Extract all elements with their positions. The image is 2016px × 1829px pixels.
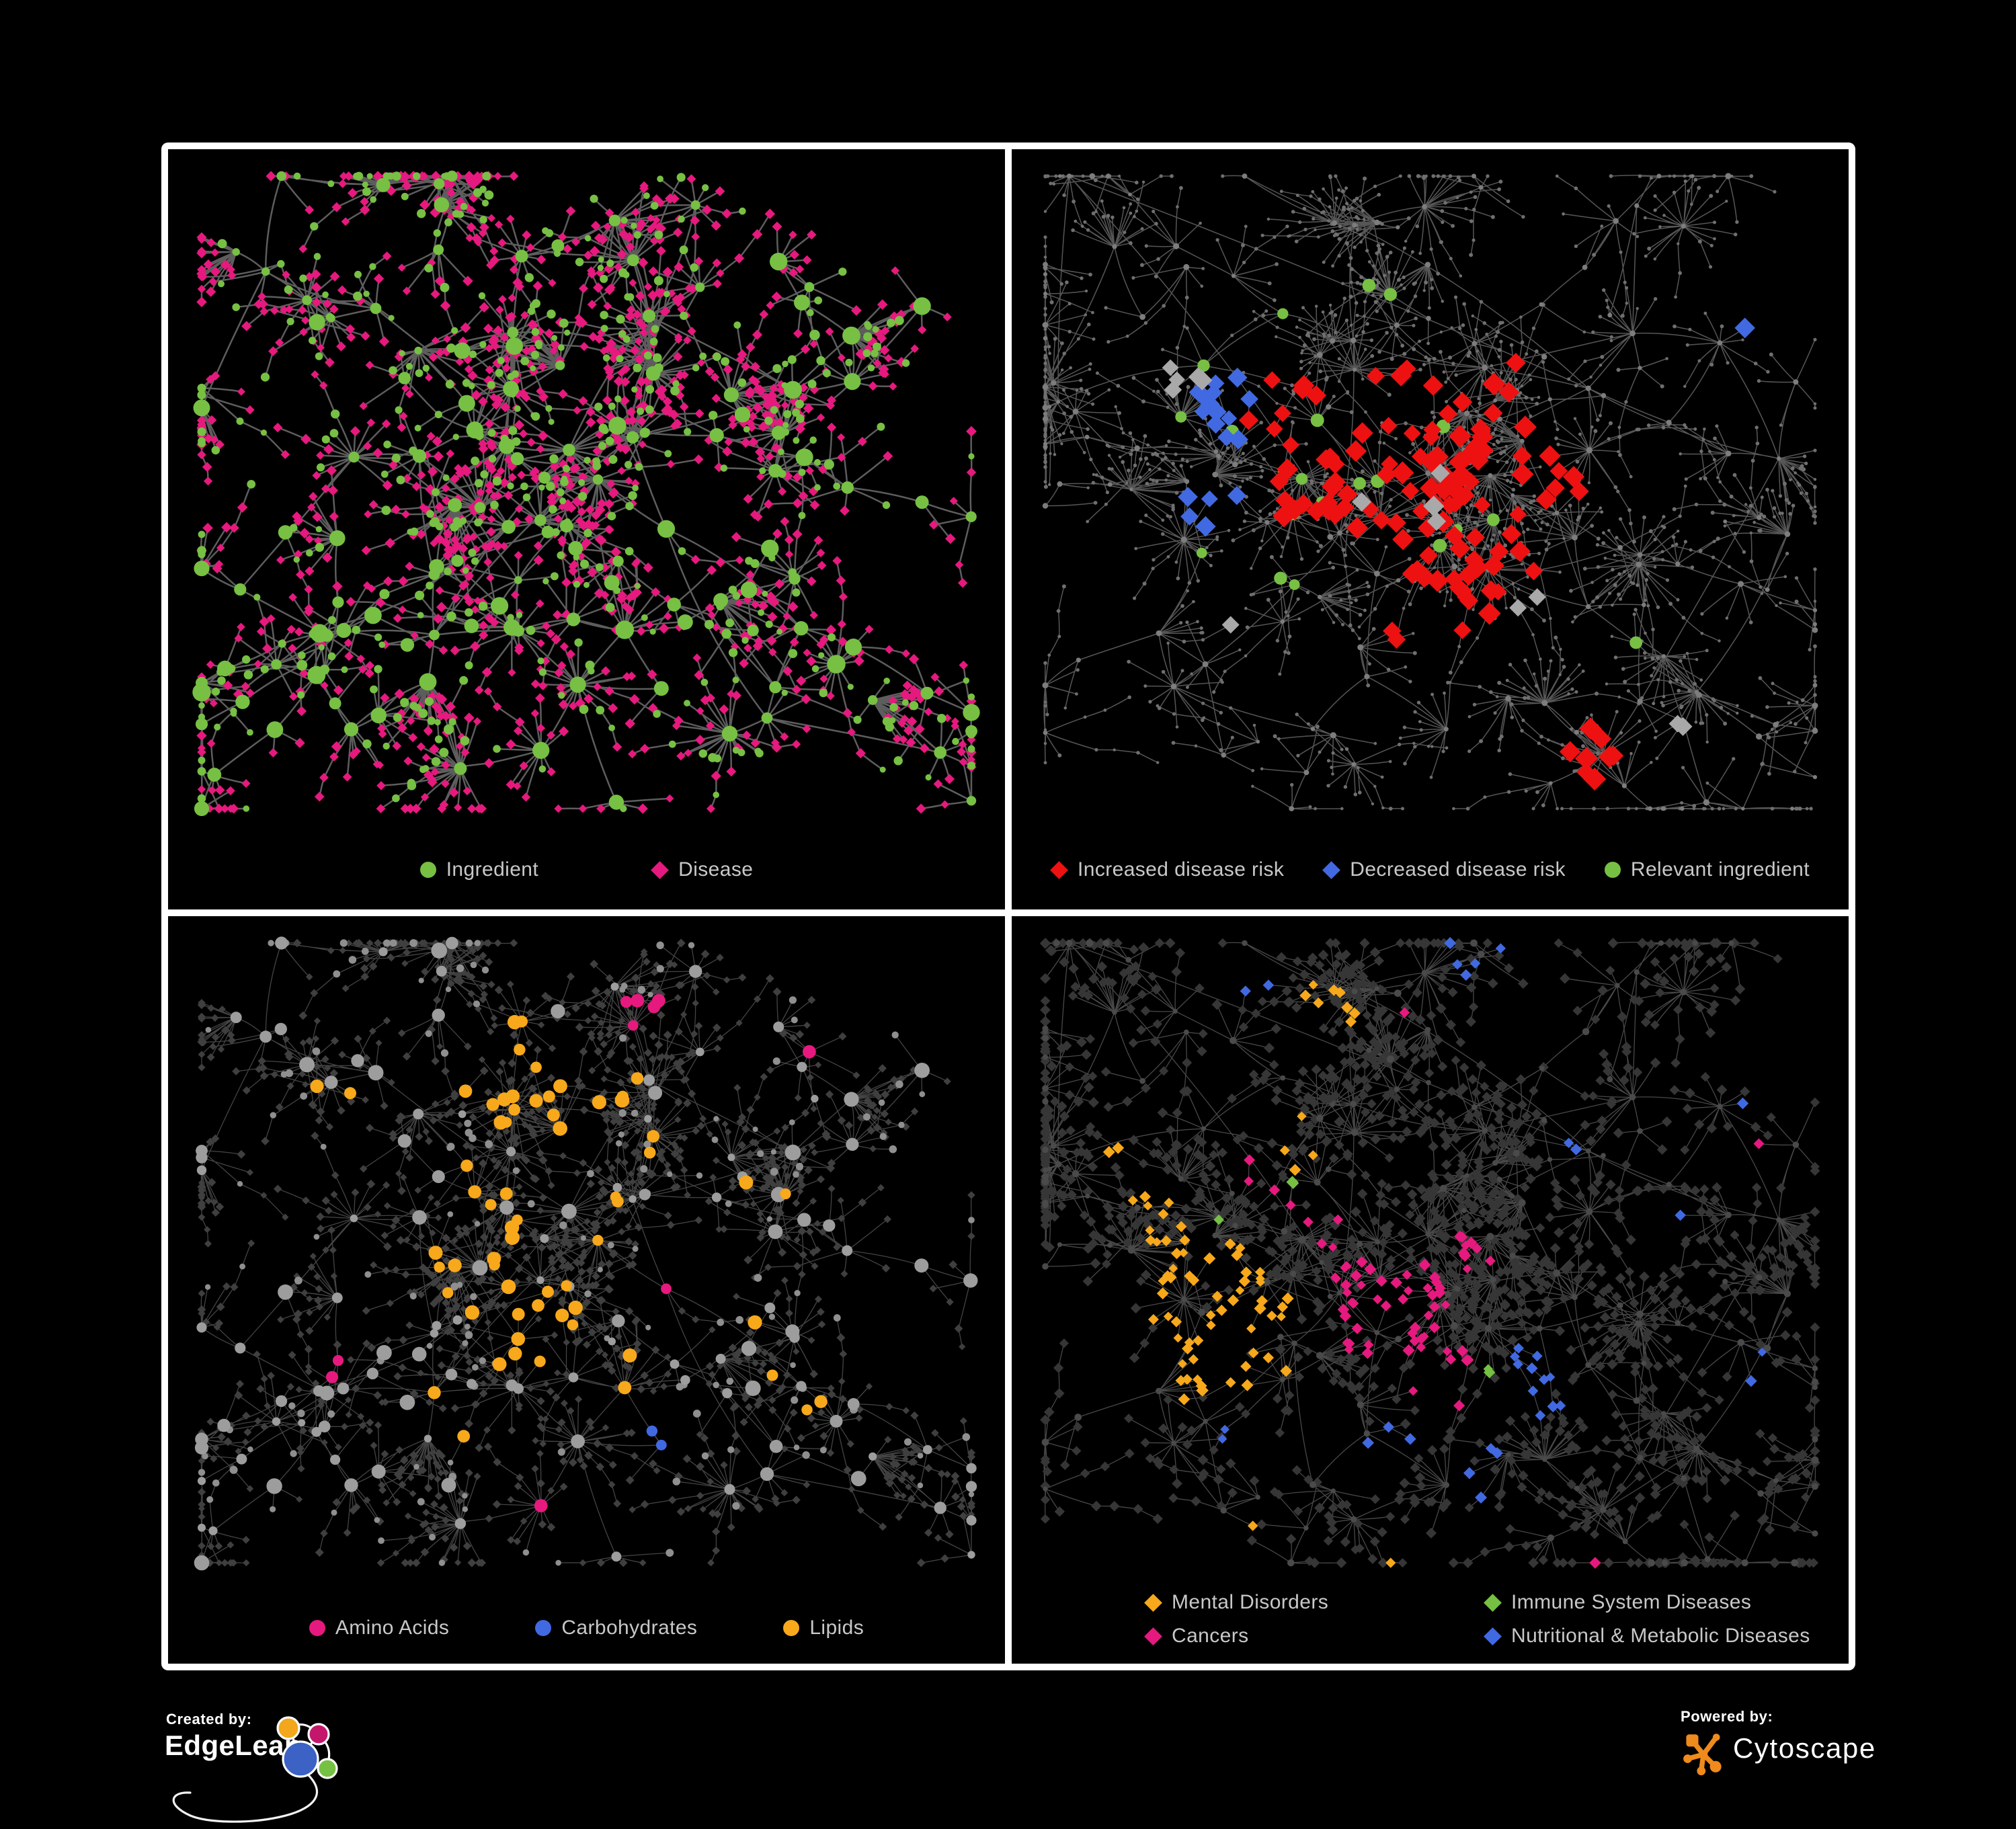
figure-grid: Ingredient Disease Increased disease risk… xyxy=(161,143,1855,1670)
disease-risk-network-graph xyxy=(1042,173,1818,811)
legend-row: Increased disease risk Decreased disease … xyxy=(1050,858,1810,881)
powered-by-credit: Powered by: Cytoscape xyxy=(1678,1708,1974,1802)
legend-label: Amino Acids xyxy=(335,1617,450,1639)
legend-item: Lipids xyxy=(783,1617,864,1639)
legend-label: Increased disease risk xyxy=(1078,858,1285,881)
legend-circle-icon xyxy=(1604,862,1621,878)
legend-item: Nutritional & Metabolic Diseases xyxy=(1484,1625,1810,1648)
legend-item: Ingredient xyxy=(419,858,539,881)
legend-label: Cancers xyxy=(1172,1625,1249,1647)
legend-item: Mental Disorders xyxy=(1144,1591,1329,1614)
legend-label: Relevant ingredient xyxy=(1630,858,1810,881)
legend-item: Decreased disease risk xyxy=(1322,858,1566,881)
legend-label: Disease xyxy=(678,858,754,881)
legend-item: Relevant ingredient xyxy=(1604,858,1810,881)
legend-item: Immune System Diseases xyxy=(1484,1591,1751,1614)
disease-class-network-graph xyxy=(1040,937,1820,1569)
nutrient-class-legend: Amino Acids Carbohydrates Lipids xyxy=(168,1617,1005,1639)
panel-ingredient-disease: Ingredient Disease xyxy=(168,149,1005,909)
legend-item: Carbohydrates xyxy=(535,1617,697,1639)
created-by-label: Created by: xyxy=(166,1711,252,1728)
ingredient-disease-network-graph xyxy=(192,170,980,817)
legend-row: Amino Acids Carbohydrates Lipids xyxy=(309,1617,864,1639)
legend-label: Immune System Diseases xyxy=(1511,1591,1752,1613)
legend-circle-icon xyxy=(783,1620,800,1636)
disease-class-legend: Mental Disorders Immune System Diseases Ca… xyxy=(1012,1591,1849,1648)
legend-circle-icon xyxy=(309,1620,325,1636)
panel-disease-risk: Increased disease risk Decreased disease … xyxy=(1012,149,1849,909)
legend-label: Mental Disorders xyxy=(1172,1591,1329,1613)
created-by-credit: Created by: EdgeLeap xyxy=(163,1711,479,1823)
powered-by-label: Powered by: xyxy=(1681,1708,1773,1725)
legend-item: Amino Acids xyxy=(309,1617,449,1639)
legend-row: Mental Disorders Immune System Diseases xyxy=(1144,1591,1751,1614)
panel-nutrient-class: Amino Acids Carbohydrates Lipids xyxy=(168,916,1005,1664)
legend-circle-icon xyxy=(535,1620,552,1636)
legend-diamond-icon xyxy=(1050,860,1068,879)
edgeleap-logo-icon xyxy=(276,1716,338,1779)
ingredient-disease-legend: Ingredient Disease xyxy=(168,858,1005,881)
panel-disease-class: Mental Disorders Immune System Diseases Ca… xyxy=(1012,916,1849,1664)
legend-circle-icon xyxy=(419,862,436,878)
nutrient-class-network-graph xyxy=(194,936,978,1571)
cytoscape-brand: Cytoscape xyxy=(1733,1732,1876,1764)
legend-label: Carbohydrates xyxy=(561,1617,698,1639)
legend-diamond-icon xyxy=(1484,1627,1502,1645)
legend-label: Nutritional & Metabolic Diseases xyxy=(1511,1625,1810,1647)
legend-label: Lipids xyxy=(809,1617,864,1639)
legend-item: Increased disease risk xyxy=(1050,858,1285,881)
legend-row: Cancers Nutritional & Metabolic Diseases xyxy=(1144,1625,1810,1648)
legend-item: Cancers xyxy=(1144,1625,1249,1648)
legend-diamond-icon xyxy=(1144,1593,1162,1612)
legend-item: Disease xyxy=(651,858,753,881)
legend-label: Decreased disease risk xyxy=(1350,858,1566,881)
legend-diamond-icon xyxy=(1484,1593,1502,1612)
disease-risk-legend: Increased disease risk Decreased disease … xyxy=(1012,858,1849,881)
legend-diamond-icon xyxy=(1144,1627,1162,1645)
legend-diamond-icon xyxy=(1322,860,1341,879)
legend-label: Ingredient xyxy=(446,858,539,881)
cytoscape-logo-icon xyxy=(1683,1734,1722,1776)
legend-diamond-icon xyxy=(651,860,670,879)
legend-row: Ingredient Disease xyxy=(419,858,754,881)
